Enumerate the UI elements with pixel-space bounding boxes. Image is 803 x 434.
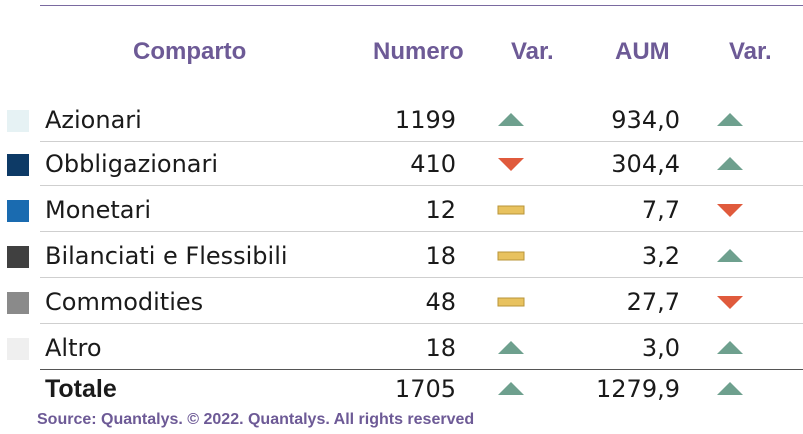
header-comparto: Comparto: [133, 38, 247, 65]
category-name: Commodities: [45, 288, 204, 316]
category-swatch: [7, 200, 29, 222]
flat-bar-icon: [496, 294, 526, 310]
category-swatch: [7, 110, 29, 132]
header-var-numero: Var.: [511, 38, 554, 65]
aum-value: 7,7: [641, 196, 680, 224]
header-numero: Numero: [373, 38, 464, 65]
triangle-up-icon: [715, 248, 745, 264]
row-divider: [40, 323, 803, 324]
numero-value: 18: [425, 334, 456, 362]
category-name: Obbligazionari: [45, 150, 219, 178]
total-aum-value: 1279,9: [596, 375, 680, 403]
row-divider: [40, 141, 803, 142]
row-divider: [40, 277, 803, 278]
triangle-down-icon: [715, 294, 745, 310]
header-aum: AUM: [615, 38, 670, 65]
row-divider: [40, 231, 803, 232]
total-numero-value: 1705: [394, 375, 456, 403]
header-var-aum: Var.: [729, 38, 772, 65]
aum-value: 27,7: [626, 288, 680, 316]
triangle-down-icon: [715, 202, 745, 218]
triangle-up-icon: [715, 381, 745, 397]
triangle-up-icon: [715, 340, 745, 356]
aum-value: 304,4: [611, 150, 680, 178]
aum-value: 934,0: [611, 106, 680, 134]
table-row: Bilanciati e Flessibili 18 3,2: [0, 234, 803, 278]
table-row: Altro 18 3,0: [0, 326, 803, 370]
table-row: Azionari 1199 934,0: [0, 98, 803, 142]
numero-value: 1199: [394, 106, 456, 134]
total-row: Totale 1705 1279,9: [0, 367, 803, 411]
numero-value: 18: [425, 242, 456, 270]
numero-value: 12: [425, 196, 456, 224]
category-name: Monetari: [45, 196, 152, 224]
category-name: Altro: [45, 334, 102, 362]
triangle-up-icon: [496, 112, 526, 128]
source-note: Source: Quantalys. © 2022. Quantalys. Al…: [37, 411, 475, 428]
category-name: Bilanciati e Flessibili: [45, 242, 288, 270]
top-rule: [40, 5, 803, 6]
table-row: Monetari 12 7,7: [0, 188, 803, 232]
flat-bar-icon: [496, 248, 526, 264]
total-label: Totale: [45, 375, 117, 403]
numero-value: 410: [410, 150, 456, 178]
row-divider: [40, 185, 803, 186]
aum-value: 3,0: [641, 334, 680, 362]
triangle-up-icon: [715, 112, 745, 128]
category-swatch: [7, 338, 29, 360]
category-swatch: [7, 154, 29, 176]
triangle-up-icon: [715, 156, 745, 172]
triangle-up-icon: [496, 340, 526, 356]
category-swatch: [7, 246, 29, 268]
numero-value: 48: [425, 288, 456, 316]
triangle-up-icon: [496, 381, 526, 397]
table-row: Commodities 48 27,7: [0, 280, 803, 324]
flat-bar-icon: [496, 202, 526, 218]
category-swatch: [7, 292, 29, 314]
triangle-down-icon: [496, 156, 526, 172]
total-divider: [40, 369, 803, 370]
table-row: Obbligazionari 410 304,4: [0, 142, 803, 186]
aum-value: 3,2: [641, 242, 680, 270]
category-name: Azionari: [45, 106, 142, 134]
